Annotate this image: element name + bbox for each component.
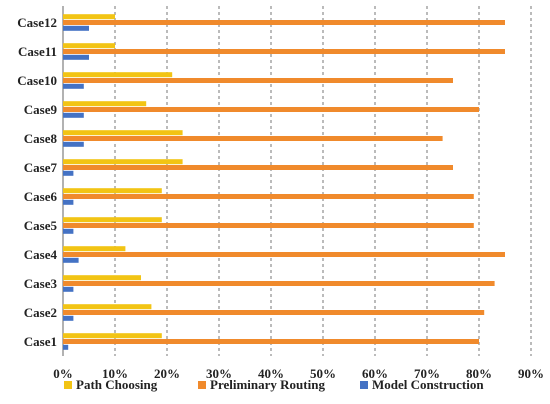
x-tick-label: 40% <box>258 366 284 381</box>
bar-preliminary-routing <box>63 49 505 54</box>
bar-path-choosing <box>63 304 152 310</box>
bars <box>63 14 505 350</box>
bar-model-construction <box>63 257 79 263</box>
bar-model-construction <box>63 83 84 89</box>
bar-model-construction <box>63 286 74 292</box>
legend-label: Path Choosing <box>76 377 158 392</box>
x-tick-label: 0% <box>53 366 73 381</box>
bar-path-choosing <box>63 275 141 281</box>
bar-preliminary-routing <box>63 339 479 344</box>
x-tick-label: 10% <box>102 366 128 381</box>
legend: Path Choosing Preliminary Routing Model Co… <box>64 377 484 392</box>
legend-swatch <box>198 381 206 389</box>
x-tick-label: 70% <box>414 366 440 381</box>
bar-model-construction <box>63 170 74 176</box>
x-tick-label: 30% <box>206 366 232 381</box>
bar-preliminary-routing <box>63 194 474 199</box>
x-tick-label: 90% <box>518 366 544 381</box>
category-label: Case3 <box>24 276 58 291</box>
legend-swatch <box>360 381 368 389</box>
category-label: Case12 <box>17 15 57 30</box>
bar-path-choosing <box>63 159 183 165</box>
bar-path-choosing <box>63 43 115 49</box>
bar-model-construction <box>63 228 74 234</box>
bar-path-choosing <box>63 72 173 78</box>
legend-label: Model Construction <box>372 377 484 392</box>
legend-label: Preliminary Routing <box>210 377 325 392</box>
bar-preliminary-routing <box>63 281 495 286</box>
category-label: Case5 <box>24 218 58 233</box>
bar-preliminary-routing <box>63 107 479 112</box>
x-tick-label: 50% <box>310 366 336 381</box>
x-tick-labels: 0% 10% 20% 30% 40% 50% 60% 70% 80% 90% <box>53 366 544 381</box>
bar-preliminary-routing <box>63 136 443 141</box>
bar-path-choosing <box>63 14 115 20</box>
category-label: Case10 <box>17 73 57 88</box>
bar-path-choosing <box>63 333 162 339</box>
bar-model-construction <box>63 112 84 118</box>
bar-path-choosing <box>63 130 183 136</box>
bar-model-construction <box>63 25 89 31</box>
bar-preliminary-routing <box>63 223 474 228</box>
bar-preliminary-routing <box>63 165 453 170</box>
bar-path-choosing <box>63 188 162 194</box>
category-label: Case4 <box>24 247 58 262</box>
bar-model-construction <box>63 141 84 147</box>
bar-preliminary-routing <box>63 20 505 25</box>
bar-path-choosing <box>63 101 147 107</box>
category-label: Case9 <box>24 102 58 117</box>
category-label: Case11 <box>18 44 57 59</box>
category-label: Case6 <box>24 189 58 204</box>
bar-preliminary-routing <box>63 78 453 83</box>
category-label: Case1 <box>24 334 57 349</box>
category-labels: Case1 Case2 Case3 Case4 Case5 Case6 Case7 Case8… <box>17 15 57 349</box>
category-label: Case7 <box>24 160 58 175</box>
bar-preliminary-routing <box>63 252 505 257</box>
bar-model-construction <box>63 199 74 205</box>
bar-path-choosing <box>63 217 162 223</box>
bar-model-construction <box>63 315 74 321</box>
category-label: Case8 <box>24 131 58 146</box>
x-tick-label: 80% <box>466 366 492 381</box>
gridlines <box>62 6 532 356</box>
bar-model-construction <box>63 344 69 350</box>
x-tick-label: 60% <box>362 366 388 381</box>
category-label: Case2 <box>24 305 57 320</box>
bar-preliminary-routing <box>63 310 485 315</box>
x-tick-label: 20% <box>154 366 180 381</box>
bar-model-construction <box>63 54 89 60</box>
legend-swatch <box>64 381 72 389</box>
bar-path-choosing <box>63 246 126 252</box>
